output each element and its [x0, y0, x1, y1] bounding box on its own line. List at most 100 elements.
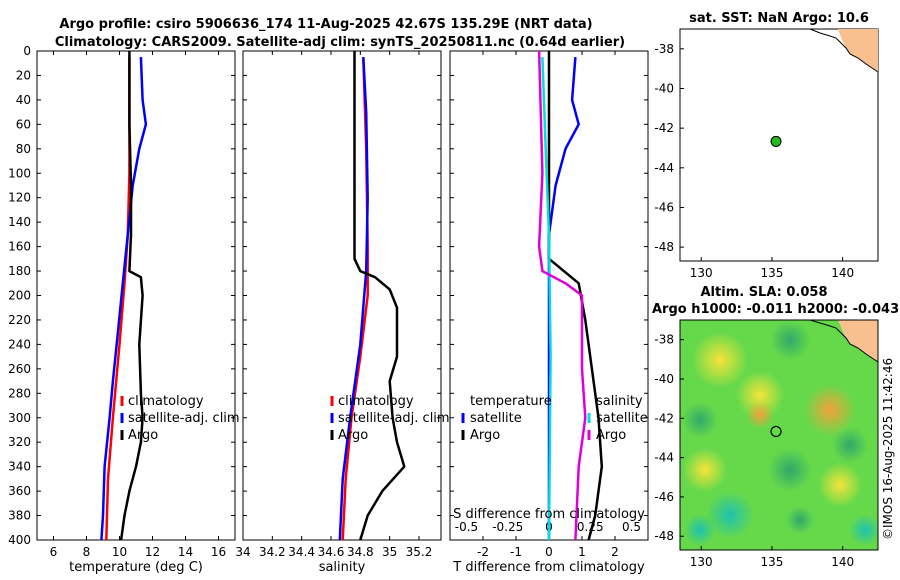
title-line2: Climatology: CARS2009. Satellite-adj cli…	[55, 35, 625, 50]
y-tick-label: 160	[8, 240, 31, 254]
y-tick-label: 280	[8, 386, 31, 400]
map-y-tick-label: -48	[654, 529, 674, 543]
map-x-tick-label: 135	[760, 266, 783, 280]
series-line-climatology	[105, 57, 131, 541]
sst-map: 130 135 140 -38 -40 -42 -44 -46 -48	[654, 28, 879, 280]
legend-argo: Argo	[128, 428, 158, 443]
x-tick-label: 35.2	[406, 545, 433, 559]
sst-argo-float-marker	[770, 135, 782, 147]
sla-map-frame	[679, 319, 879, 551]
salinity-legend: climatology satellite-adj. clim Argo	[330, 394, 450, 443]
legend-salinity-heading: salinity	[596, 394, 643, 409]
x-tick-label: 2	[611, 545, 619, 559]
y-tick-label: 140	[8, 215, 31, 229]
legend-satellite: satellite-adj. clim	[338, 411, 450, 426]
y-tick-label: 260	[8, 362, 31, 376]
x-tick-label: 34.4	[288, 545, 315, 559]
x-tick-label: 14	[178, 545, 193, 559]
x-tick-label: 16	[211, 545, 226, 559]
temperature-xlabel: temperature (deg C)	[69, 560, 203, 575]
temperature-legend: climatology satellite-adj. clim Argo	[120, 394, 240, 443]
y-tick-label: 120	[8, 191, 31, 205]
map-y-tick-label: -40	[654, 372, 674, 386]
temperature-axes-frame	[36, 50, 236, 541]
y-tick-label: 60	[16, 117, 31, 131]
map-y-tick-label: -48	[654, 240, 674, 254]
series-line-argo	[353, 51, 406, 541]
sst-map-title: sat. SST: NaN Argo: 10.6	[689, 11, 869, 26]
series-line-s-satellite	[541, 57, 552, 541]
map-y-tick-label: -42	[654, 121, 674, 135]
salinity-xlabel: salinity	[319, 560, 366, 575]
series-line-s-argo	[537, 50, 587, 541]
top-x-tick-label: -0.25	[492, 520, 523, 534]
map-x-tick-label: 140	[831, 266, 854, 280]
imos-watermark: ©IMOS 16-Aug-2025 11:42:46	[881, 358, 895, 540]
sst-land	[838, 29, 878, 72]
map-y-tick-label: -38	[654, 333, 674, 347]
y-tick-label: 20	[16, 68, 31, 82]
legend-satellite: satellite-adj. clim	[128, 411, 240, 426]
top-x-tick-label: -0.5	[455, 520, 478, 534]
x-tick-label: -1	[510, 545, 522, 559]
series-line-satellite-adj-clim	[338, 57, 369, 541]
x-tick-label: 8	[83, 545, 91, 559]
y-tick-label: 320	[8, 435, 31, 449]
map-y-tick-label: -42	[654, 411, 674, 425]
map-y-tick-label: -46	[654, 490, 674, 504]
x-tick-label: 34.8	[347, 545, 374, 559]
sla-map-title1: Altim. SLA: 0.058	[701, 285, 828, 300]
y-tick-label: 240	[8, 337, 31, 351]
map-x-tick-label: 140	[831, 555, 854, 569]
y-tick-label: 100	[8, 166, 31, 180]
y-tick-label: 400	[8, 533, 31, 547]
y-tick-label: 200	[8, 289, 31, 303]
map-y-tick-label: -38	[654, 42, 674, 56]
top-x-tick-label: 0.5	[622, 520, 641, 534]
map-x-tick-label: 135	[760, 555, 783, 569]
series-line-argo	[119, 51, 144, 541]
legend-s-satellite: satellite	[596, 411, 648, 426]
map-y-tick-label: -44	[654, 161, 674, 175]
series-line-satellite-adj-clim	[100, 57, 148, 541]
y-tick-label: 300	[8, 411, 31, 425]
x-tick-label: 34.2	[259, 545, 286, 559]
sla-argo-float-marker	[770, 425, 782, 438]
x-tick-label: 0	[545, 545, 553, 559]
legend-s-argo: Argo	[596, 428, 626, 443]
legend-climatology: climatology	[128, 394, 204, 409]
legend-t-satellite: satellite	[470, 411, 522, 426]
diff-legend: temperature satellite Argo salinity sate…	[461, 394, 648, 443]
legend-t-argo: Argo	[470, 428, 500, 443]
salinity-axes-frame	[242, 50, 442, 541]
sla-coastline	[809, 320, 878, 363]
y-tick-label: 380	[8, 509, 31, 523]
x-tick-label: 35	[382, 545, 397, 559]
series-line-t-argo	[547, 51, 604, 541]
map-y-tick-label: -46	[654, 200, 674, 214]
x-tick-label: 10	[112, 545, 127, 559]
y-tick-label: 80	[16, 142, 31, 156]
sst-coastline	[809, 28, 879, 73]
y-tick-label: 360	[8, 484, 31, 498]
x-tick-label: 34	[235, 545, 250, 559]
diff-xlabel: T difference from climatology	[452, 560, 645, 575]
map-y-tick-label: -40	[654, 81, 674, 95]
salinity-panel: 34 34.2 34.4 34.6 34.8 35 35.2	[235, 50, 442, 559]
y-tick-label: 340	[8, 460, 31, 474]
x-tick-label: 12	[145, 545, 160, 559]
map-y-tick-label: -44	[654, 451, 674, 465]
y-tick-label: 180	[8, 264, 31, 278]
x-tick-label: 1	[578, 545, 586, 559]
map-x-tick-label: 130	[690, 266, 713, 280]
legend-temperature-heading: temperature	[470, 394, 552, 409]
x-tick-label: 6	[50, 545, 58, 559]
legend-argo: Argo	[338, 428, 368, 443]
y-tick-label: 40	[16, 93, 31, 107]
y-tick-label: 220	[8, 313, 31, 327]
x-tick-label: -2	[477, 545, 489, 559]
map-x-tick-label: 130	[690, 555, 713, 569]
x-tick-label: 34.6	[318, 545, 345, 559]
temperature-panel: 0 20 40 60 80 100 120 140 160 180 200 220 240 260 280 3…	[8, 44, 236, 559]
